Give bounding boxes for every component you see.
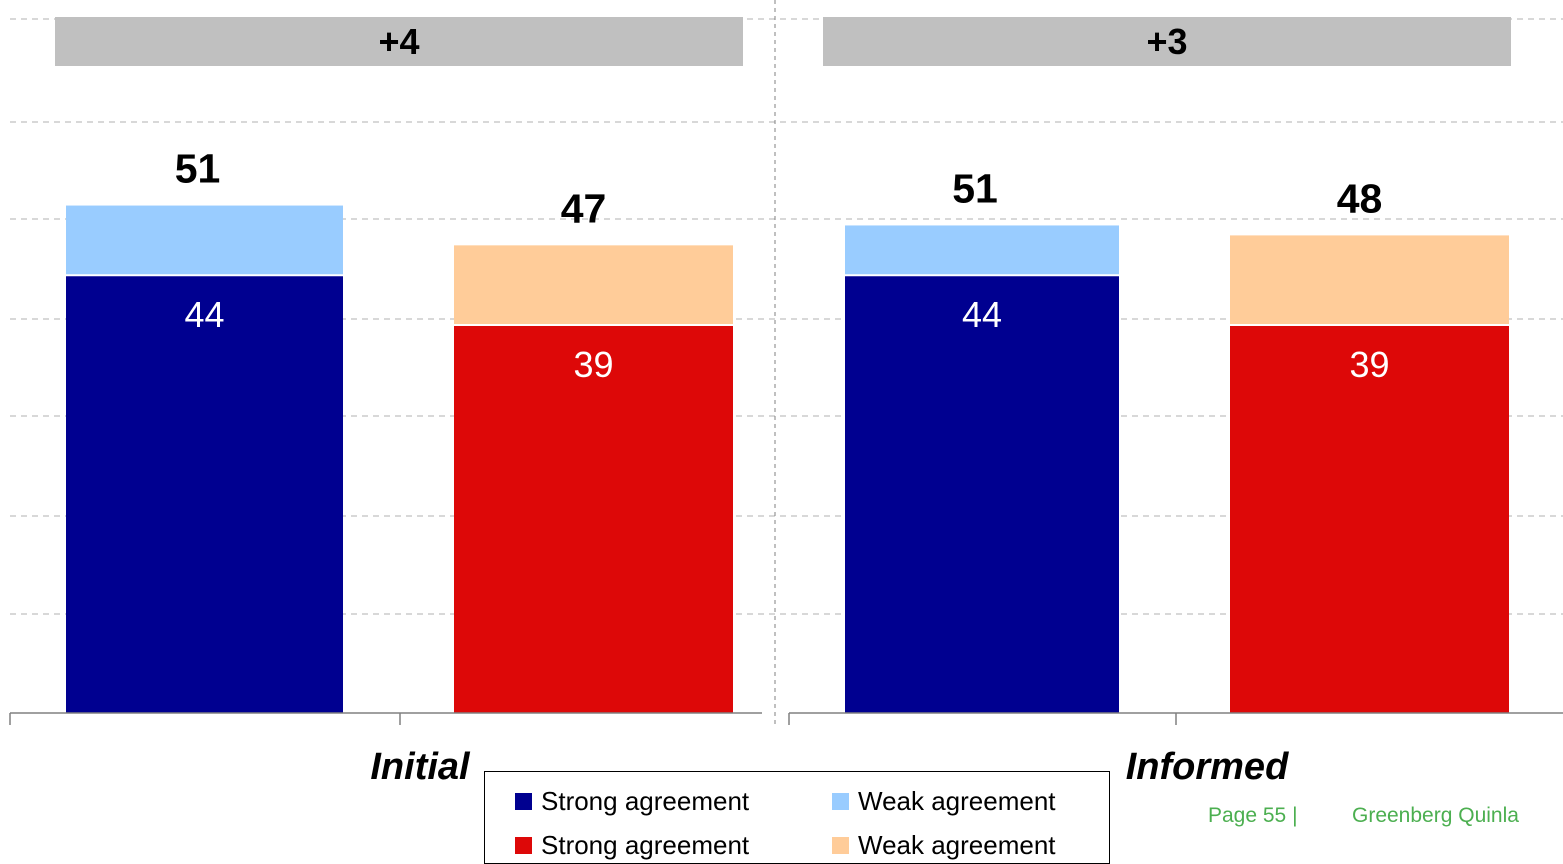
legend-swatch-red-weak xyxy=(832,837,849,854)
legend-label: Strong agreement xyxy=(541,786,750,816)
bar-weak-0-0 xyxy=(66,205,343,276)
bar-strong-1-1 xyxy=(1230,324,1509,713)
margin-box-1 xyxy=(823,17,1511,66)
bar-total-label-0-0: 51 xyxy=(175,146,221,192)
footer-company: Greenberg Quinla xyxy=(1352,804,1519,827)
legend-swatch-blue-strong xyxy=(515,793,532,810)
legend-item-red-weak: Weak agreement xyxy=(832,830,1056,861)
margin-box-0 xyxy=(55,17,743,66)
bar-total-label-1-0: 51 xyxy=(952,165,998,211)
footer-page-number: Page 55 | xyxy=(1208,804,1298,827)
bar-strong-0-0 xyxy=(66,275,343,713)
bar-total-label-0-1: 47 xyxy=(561,185,607,231)
legend: Strong agreement Weak agreement Strong a… xyxy=(484,771,1110,864)
legend-swatch-red-strong xyxy=(515,837,532,854)
bar-total-label-1-1: 48 xyxy=(1337,175,1383,221)
bar-weak-1-0 xyxy=(845,225,1119,276)
legend-label: Weak agreement xyxy=(858,786,1056,816)
legend-swatch-blue-weak xyxy=(832,793,849,810)
category-label-1: Informed xyxy=(1126,746,1289,788)
margin-label-0: +4 xyxy=(378,21,419,62)
legend-label: Strong agreement xyxy=(541,830,750,860)
legend-item-blue-weak: Weak agreement xyxy=(832,786,1056,817)
legend-label: Weak agreement xyxy=(858,830,1056,860)
bar-weak-1-1 xyxy=(1230,235,1509,325)
bar-weak-0-1 xyxy=(454,245,733,325)
bar-strong-0-1 xyxy=(454,324,733,713)
bar-strong-1-0 xyxy=(845,275,1119,713)
category-label-0: Initial xyxy=(370,746,471,788)
margin-label-1: +3 xyxy=(1146,21,1187,62)
legend-item-red-strong: Strong agreement xyxy=(515,830,749,861)
bar-strong-label-0-0: 44 xyxy=(184,294,224,335)
bar-strong-label-1-0: 44 xyxy=(962,294,1002,335)
bar-strong-label-0-1: 39 xyxy=(573,344,613,385)
legend-item-blue-strong: Strong agreement xyxy=(515,786,749,817)
bar-strong-label-1-1: 39 xyxy=(1349,344,1389,385)
